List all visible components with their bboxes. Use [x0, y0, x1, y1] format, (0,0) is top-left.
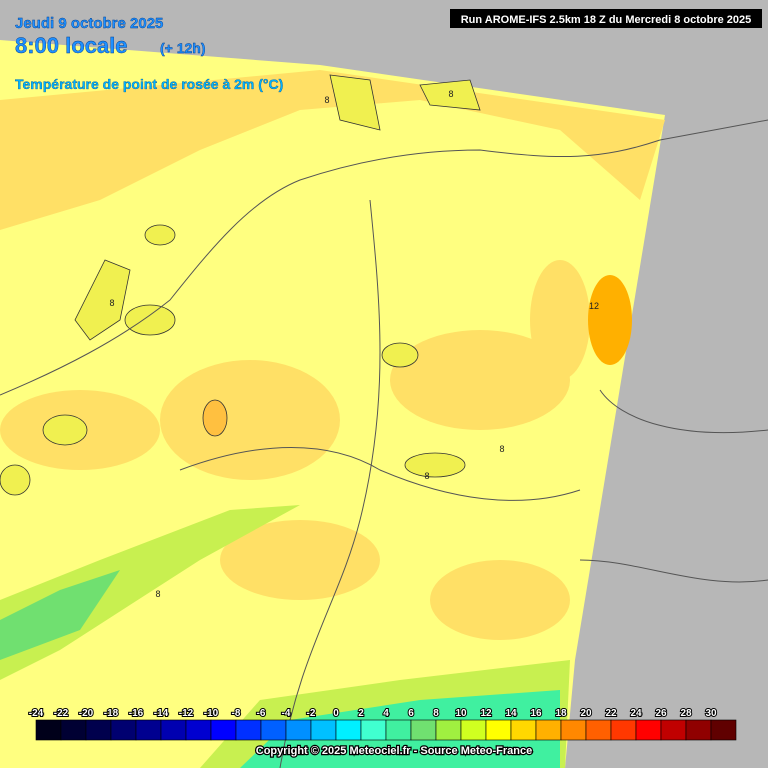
- colorbar-label: 14: [505, 708, 517, 719]
- contour-label: 8: [109, 298, 114, 308]
- colorbar-label: 16: [530, 708, 542, 719]
- colorbar-box: [635, 719, 662, 741]
- colorbar-label: -12: [179, 708, 194, 719]
- colorbar-box: [710, 719, 737, 741]
- colorbar-label: -14: [154, 708, 169, 719]
- contour-label: 8: [324, 95, 329, 105]
- moist-patches: [0, 74, 481, 496]
- run-info: Run AROME-IFS 2.5km 18 Z du Mercredi 8 o…: [461, 14, 752, 26]
- colorbar-label: -2: [307, 708, 316, 719]
- colorbar-label: -4: [282, 708, 291, 719]
- colorbar-label: 18: [555, 708, 567, 719]
- colorbar-box: [660, 719, 687, 741]
- colorbar-box: [185, 719, 212, 741]
- colorbar-label: 4: [383, 708, 389, 719]
- colorbar-box: [485, 719, 512, 741]
- colorbar-label: 2: [358, 708, 364, 719]
- run-box: [450, 9, 762, 28]
- colorbar-label: 10: [455, 708, 467, 719]
- colorbar-label: 12: [480, 708, 492, 719]
- colorbar-box: [110, 719, 137, 741]
- colorbar-box: [285, 719, 312, 741]
- colorbar-box: [610, 719, 637, 741]
- colorbar-box: [260, 719, 287, 741]
- colorbar-box: [560, 719, 587, 741]
- colorbar-box: [135, 719, 162, 741]
- colorbar-label: -16: [129, 708, 144, 719]
- contour-labels: 8 8 8 12 8 8 8: [109, 89, 599, 599]
- colorbar-label: 30: [705, 708, 717, 719]
- colorbar-box: [460, 719, 487, 741]
- lead-time: (+ 12h): [160, 40, 206, 56]
- green-band-core: [0, 570, 120, 660]
- colorbar-box: [210, 719, 237, 741]
- colorbar-label: 8: [433, 708, 439, 719]
- colorbar-box: [335, 719, 362, 741]
- colorbar-box: [235, 719, 262, 741]
- contour-label: 8: [155, 589, 160, 599]
- contour-label: 8: [424, 471, 429, 481]
- colorbar-label: -18: [104, 708, 119, 719]
- colorbar-label: -6: [257, 708, 266, 719]
- colorbar-box: [35, 719, 62, 741]
- colorbar-box: [685, 719, 712, 741]
- forecast-time: 8:00 locale: [15, 33, 128, 58]
- contour-label: 8: [448, 89, 453, 99]
- colorbar-label: 6: [408, 708, 414, 719]
- colorbar-box: [435, 719, 462, 741]
- colorbar-label: -24: [29, 708, 44, 719]
- colorbar-label: -8: [232, 708, 241, 719]
- colorbar-box: [160, 719, 187, 741]
- colorbar-label: 20: [580, 708, 592, 719]
- colorbar-box: [310, 719, 337, 741]
- colorbar-box: [385, 719, 412, 741]
- colorbar-label: 24: [630, 708, 642, 719]
- colorbar-box: [410, 719, 437, 741]
- contour-label: 8: [499, 444, 504, 454]
- parameter: Température de point de rosée à 2m (°C): [15, 76, 283, 92]
- colorbar-box: [535, 719, 562, 741]
- colorbar-label: -20: [79, 708, 94, 719]
- colorbar-label: 26: [655, 708, 667, 719]
- colorbar-box: [510, 719, 537, 741]
- colorbar-box: [360, 719, 387, 741]
- colorbar-box: [585, 719, 612, 741]
- colorbar: -24 -22 -20 -18 -16 -14 -12 -10 -8 -6 -4 -2 0 2 4 6 8 10 1…: [28, 707, 737, 741]
- borders: [0, 119, 768, 769]
- contour-label: 12: [589, 301, 599, 311]
- colorbar-label: -10: [204, 708, 219, 719]
- copyright: Copyright © 2025 Meteociel.fr - Source M…: [256, 745, 532, 757]
- colorbar-box: [85, 719, 112, 741]
- colorbar-box: [60, 719, 87, 741]
- colorbar-label: 0: [333, 708, 339, 719]
- colorbar-label: 22: [605, 708, 617, 719]
- forecast-date: Jeudi 9 octobre 2025: [15, 15, 163, 32]
- green-band: [0, 505, 300, 680]
- colorbar-label: -22: [54, 708, 69, 719]
- colorbar-label: 28: [680, 708, 692, 719]
